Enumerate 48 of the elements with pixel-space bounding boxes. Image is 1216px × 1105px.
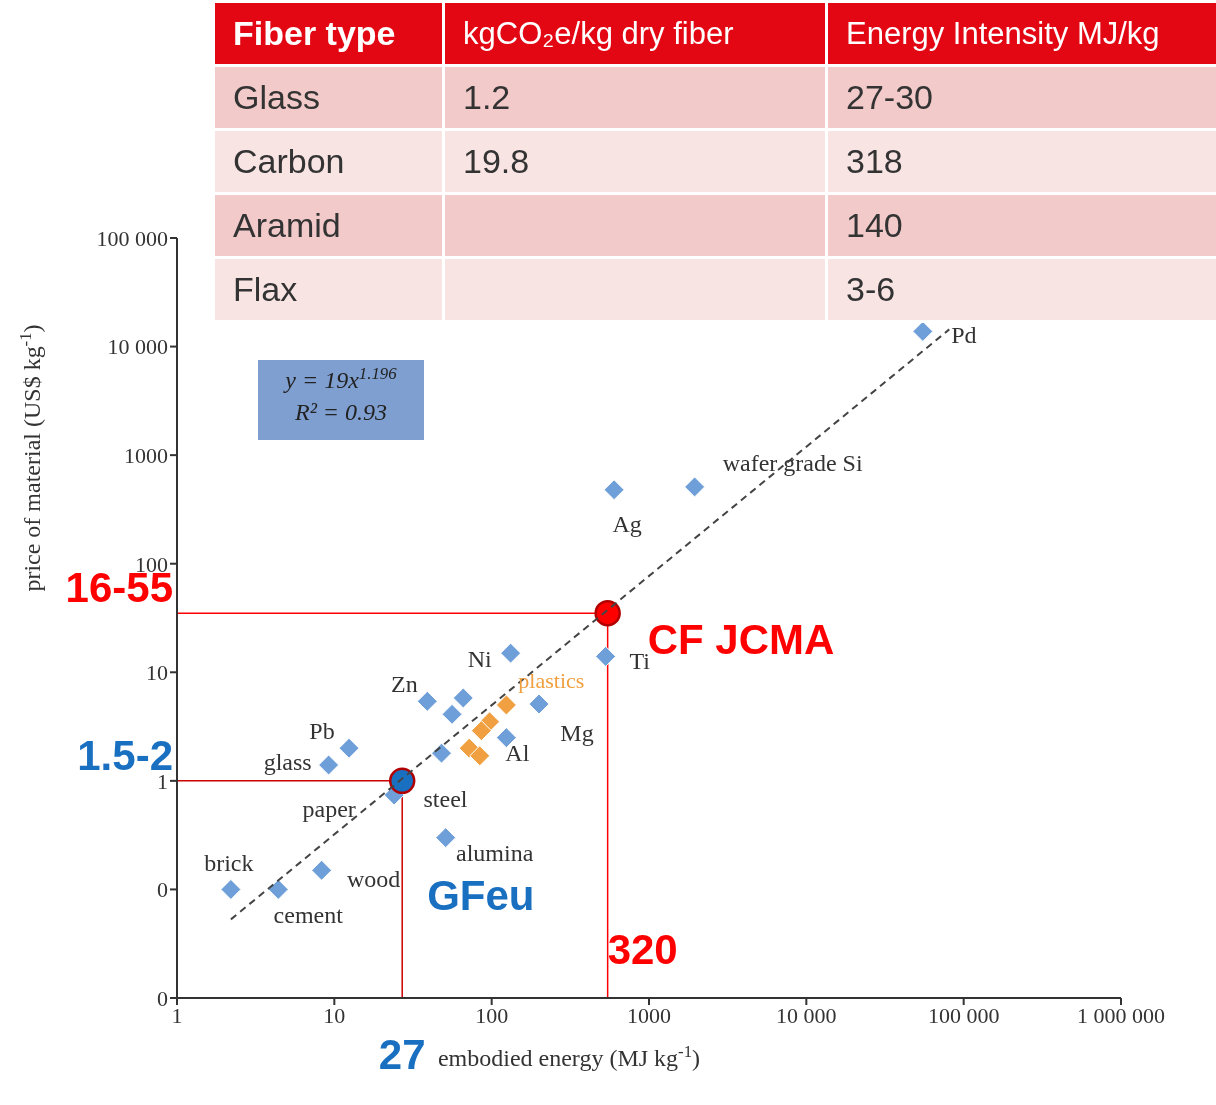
x-tick-label: 100 000 [927, 1002, 1000, 1028]
x-tick-label: 1000 [627, 1002, 671, 1028]
annotation: Ni [467, 645, 492, 672]
equation-box: y = 19x$^{1.196}$ R² = 0.93 [258, 360, 424, 440]
annotation: 320 [607, 926, 678, 974]
text: 3-6 [846, 270, 896, 308]
annotation: R² = 0.93 [293, 399, 388, 425]
category-label: kgCO₂e/kg dry fiber [445, 3, 828, 64]
annotation: brick [204, 849, 254, 876]
text: Flax [233, 270, 298, 308]
annotation: wood [346, 865, 401, 892]
annotation: Zn [390, 670, 418, 697]
text: Carbon [233, 142, 345, 180]
y-tick-label: 10 000 [107, 334, 168, 360]
annotation: glass [263, 748, 312, 775]
text: 140 [846, 206, 903, 244]
text: 27-30 [846, 78, 933, 116]
text: Aramid [233, 206, 341, 244]
x-tick-label: 10 000 [776, 1002, 837, 1028]
annotation: Ag [612, 510, 642, 537]
text: 19.8 [463, 142, 530, 180]
x-axis-title: embodied energy (MJ kg$^{-1}$) [437, 1041, 701, 1071]
text: 318 [846, 142, 903, 180]
annotation: y = 19x$^{1.196}$ [283, 363, 398, 393]
category-label: Energy Intensity MJ/kg [845, 14, 1161, 53]
y-tick-label: 0 [157, 877, 168, 903]
y-tick-label: 0 [157, 985, 168, 1011]
annotation: wafer grade Si [722, 449, 863, 476]
y-tick-label: 10 [146, 660, 168, 686]
annotation: alumina [456, 839, 534, 866]
text: 1.2 [463, 78, 511, 116]
annotation: Mg [560, 719, 594, 746]
y-tick-label: 1000 [124, 442, 168, 468]
annotation: cement [273, 901, 344, 928]
x-tick-label: 1 000 000 [1077, 1002, 1165, 1028]
y-tick-label: 100 000 [96, 225, 168, 251]
annotation: Pb [309, 717, 335, 744]
annotation: 27 [378, 1031, 426, 1079]
text: Glass [233, 78, 320, 116]
x-tick-label: 10 [323, 1002, 346, 1028]
x-tick-label: 100 [475, 1002, 509, 1028]
annotation: steel [423, 785, 468, 812]
series-label: GFeu [427, 871, 535, 919]
series-label: plastics [518, 668, 585, 694]
category-label: Fiber type [215, 3, 445, 64]
annotation: Al [505, 739, 530, 766]
annotation: Pd [951, 321, 977, 348]
annotation: paper [302, 795, 356, 822]
